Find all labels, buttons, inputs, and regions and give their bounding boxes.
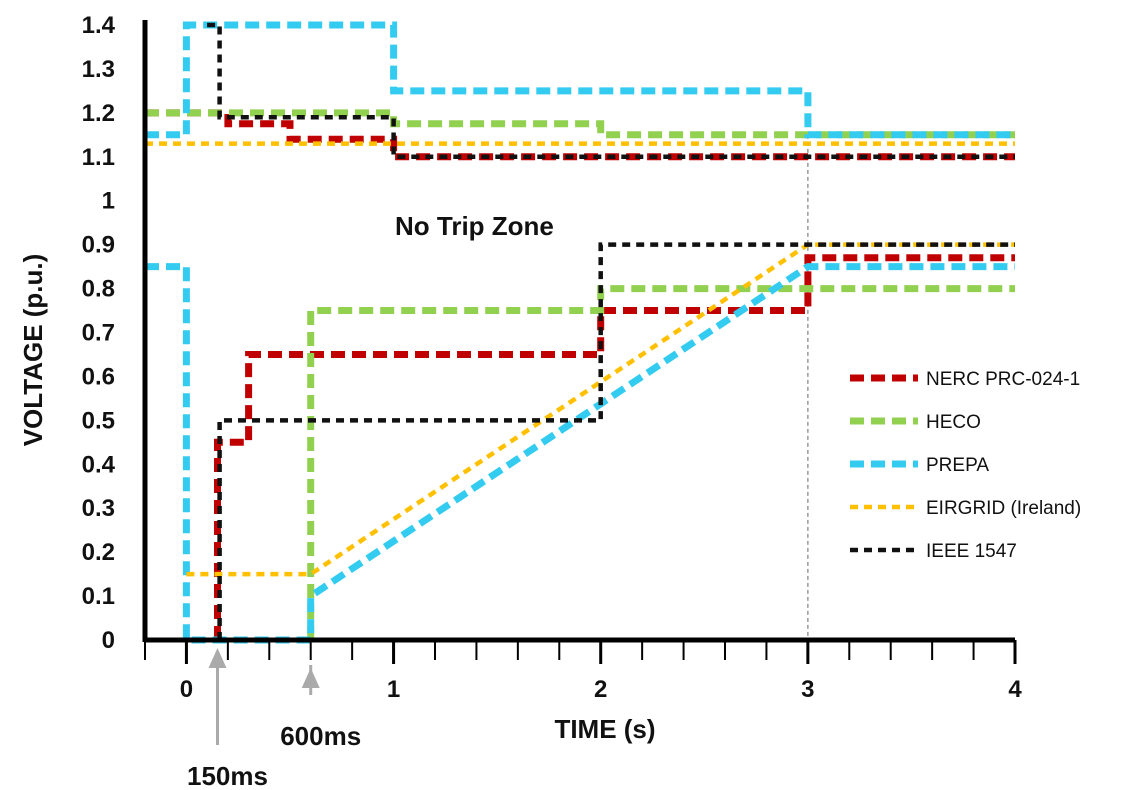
y-tick-label: 1.4 — [82, 12, 116, 39]
y-tick-label: 0.4 — [82, 451, 116, 478]
y-tick-label: 0.6 — [82, 363, 115, 390]
legend-entry-label: PREPA — [926, 455, 989, 476]
series-line-1-segment-0 — [145, 109, 1015, 139]
y-tick-label: 0 — [102, 627, 115, 654]
x-tick-label: 3 — [801, 676, 814, 703]
legend-entry-label: IEEE 1547 — [926, 541, 1017, 562]
annotation-600ms: 600ms — [280, 721, 361, 751]
series-line-4-segment-0 — [207, 22, 1015, 160]
series-line-3-segment-1 — [186, 242, 1015, 577]
y-tick-label: 0.5 — [82, 407, 115, 434]
y-tick-label: 1 — [102, 188, 115, 215]
x-tick-label: 1 — [387, 676, 400, 703]
y-axis-title: VOLTAGE (p.u.) — [18, 254, 48, 447]
series-line-4-segment-1 — [217, 242, 1015, 640]
series-layer — [145, 21, 1015, 644]
y-tick-label: 0.1 — [82, 583, 115, 610]
x-axis-title: TIME (s) — [554, 714, 655, 744]
no-trip-zone-label: No Trip Zone — [395, 211, 554, 241]
legend-entry-label: EIRGRID (Ireland) — [926, 498, 1081, 519]
x-tick-label: 4 — [1008, 676, 1022, 703]
y-tick-label: 1.2 — [82, 100, 115, 127]
y-tick-label: 1.1 — [82, 144, 115, 171]
series-line-2-segment-0 — [145, 21, 1015, 139]
y-tick-label: 0.7 — [82, 320, 115, 347]
axes — [142, 20, 1017, 664]
y-tick-label: 0.3 — [82, 495, 115, 522]
y-tick-label: 0.2 — [82, 539, 115, 566]
y-tick-label: 0.9 — [82, 232, 115, 259]
legend-entry-label: NERC PRC-024-1 — [926, 369, 1080, 390]
y-tick-label: 1.3 — [82, 56, 115, 83]
arrow-150ms-head — [208, 648, 227, 668]
series-line-0-segment-1 — [214, 254, 1015, 640]
series-line-0-segment-0 — [145, 109, 1015, 161]
x-tick-label: 2 — [594, 676, 607, 703]
annotation-150ms: 150ms — [187, 761, 268, 790]
legend: NERC PRC-024-1 HECO PREPA EIRGRID (Ireland)… — [850, 369, 1081, 562]
arrow-600ms-head — [301, 668, 320, 688]
series-line-2-segment-1 — [145, 263, 1015, 644]
y-tick-label: 0.8 — [82, 276, 115, 303]
x-tick-label: 0 — [180, 676, 193, 703]
legend-entry-label: HECO — [926, 412, 981, 433]
